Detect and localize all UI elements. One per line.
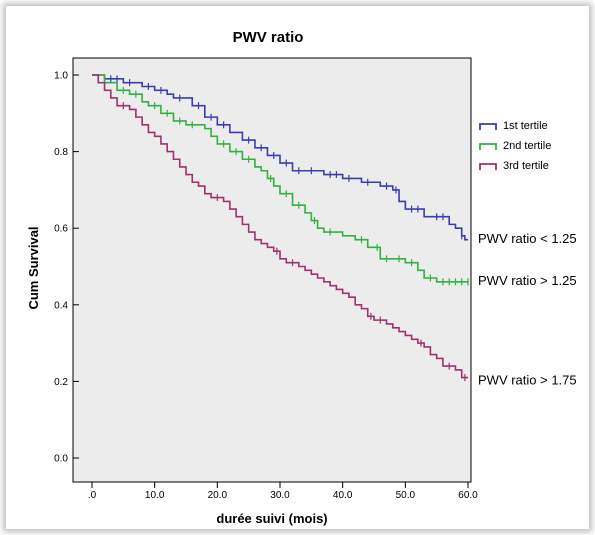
annotations: PWV ratio < 1.25 PWV ratio > 1.25 PWV rati…	[478, 231, 577, 388]
x-tick-label: 20.0	[208, 490, 228, 501]
annotation-label: PWV ratio > 1.75	[478, 372, 577, 387]
axes: 0.0 0.2 0.4 0.6 0.8 1.0 .0 10.0 20.0 30.0 40.0 50.0…	[54, 71, 478, 502]
series-layer	[92, 74, 469, 382]
x-axis-label: durée suivi (mois)	[216, 511, 327, 526]
legend: 1st tertile 2nd tertile 3rd tertile	[479, 120, 551, 172]
y-tick-label: 0.8	[54, 147, 68, 158]
legend-label: 1st tertile	[503, 120, 548, 132]
legend-swatch	[479, 143, 497, 150]
annotation-label: PWV ratio > 1.25	[478, 273, 577, 288]
legend-label: 2nd tertile	[503, 140, 551, 152]
series-1	[92, 74, 468, 241]
x-tick-label: 30.0	[270, 490, 290, 501]
legend-swatch	[479, 163, 497, 170]
y-axis-label: Cum Survival	[26, 226, 41, 309]
x-tick-label: 40.0	[333, 490, 353, 501]
series-3	[92, 74, 468, 382]
y-tick-label: 0.0	[54, 454, 68, 465]
series-line	[92, 74, 468, 241]
chart-title: PWV ratio	[233, 29, 304, 46]
x-tick-label: 10.0	[145, 490, 165, 501]
y-tick-label: 0.6	[54, 224, 68, 235]
annotation-label: PWV ratio < 1.25	[478, 231, 577, 246]
x-tick-label: 50.0	[396, 490, 416, 501]
y-tick-label: 1.0	[54, 71, 68, 82]
x-tick-label: .0	[88, 490, 97, 501]
y-tick-label: 0.2	[54, 377, 68, 388]
y-tick-label: 0.4	[54, 300, 68, 311]
series-2	[92, 74, 469, 286]
x-tick-label: 60.0	[458, 490, 478, 501]
series-line	[92, 74, 468, 283]
legend-swatch	[479, 123, 497, 130]
legend-label: 3rd tertile	[503, 160, 549, 172]
plot-area	[72, 57, 472, 483]
